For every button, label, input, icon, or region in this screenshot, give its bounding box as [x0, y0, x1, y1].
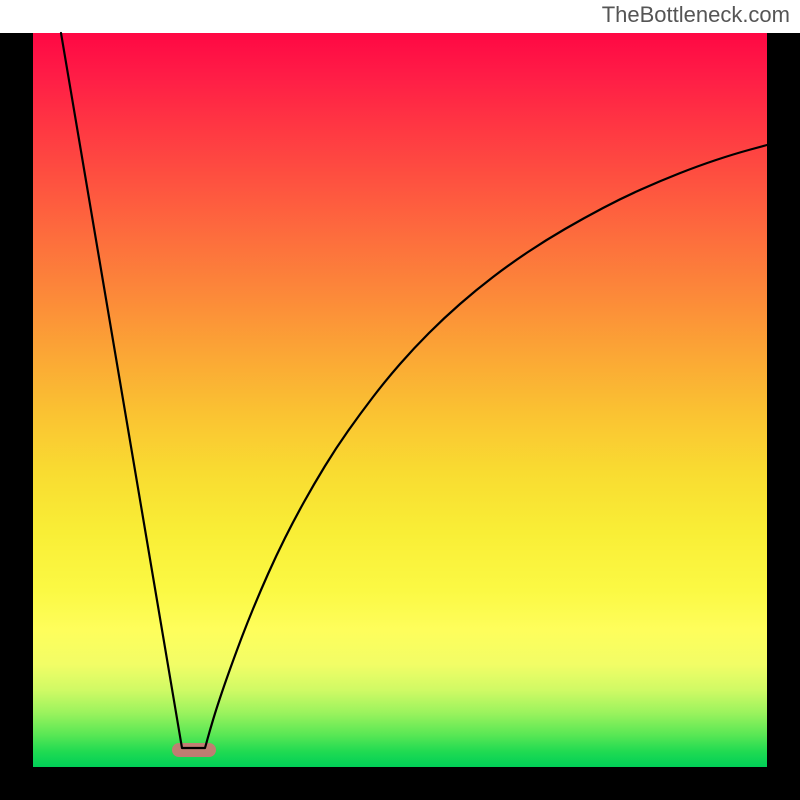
plot-area-gradient: [33, 33, 767, 767]
chart-container: TheBottleneck.com: [0, 0, 800, 800]
min-point-marker: [172, 743, 216, 757]
chart-svg: [0, 0, 800, 800]
watermark-label: TheBottleneck.com: [602, 2, 790, 28]
